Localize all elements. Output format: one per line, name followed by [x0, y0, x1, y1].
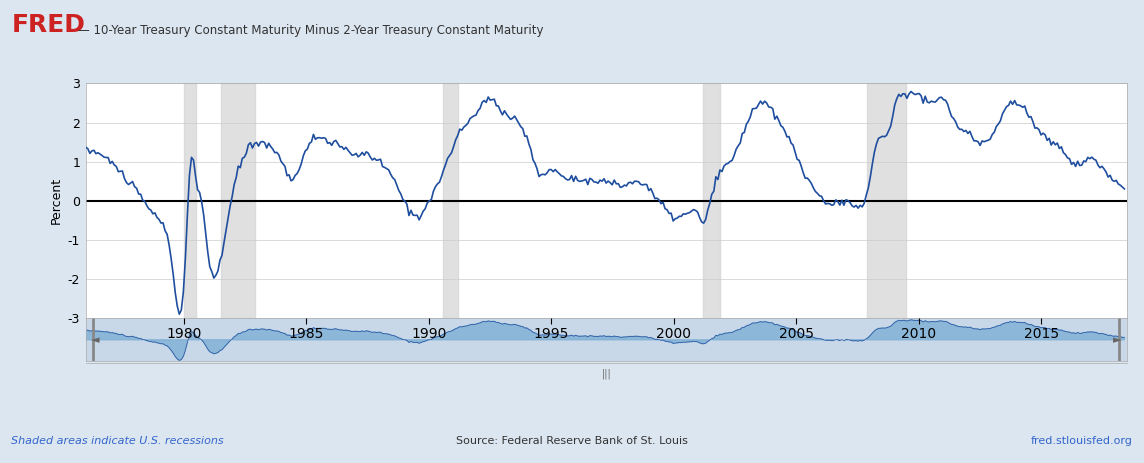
Text: ►: ► — [1113, 335, 1121, 345]
Bar — [867, 83, 906, 319]
Bar — [704, 83, 721, 319]
Text: Source: Federal Reserve Bank of St. Louis: Source: Federal Reserve Bank of St. Loui… — [456, 437, 688, 446]
Bar — [444, 83, 458, 319]
Bar — [184, 83, 196, 319]
Text: — 10-Year Treasury Constant Maturity Minus 2-Year Treasury Constant Maturity: — 10-Year Treasury Constant Maturity Min… — [78, 24, 543, 37]
Text: ◄: ◄ — [92, 335, 100, 345]
Text: fred.stlouisfed.org: fred.stlouisfed.org — [1031, 437, 1133, 446]
Bar — [221, 83, 255, 319]
Text: Shaded areas indicate U.S. recessions: Shaded areas indicate U.S. recessions — [11, 437, 224, 446]
Y-axis label: Percent: Percent — [49, 177, 62, 225]
Text: FRED: FRED — [11, 13, 86, 38]
Text: |||: ||| — [602, 369, 611, 379]
